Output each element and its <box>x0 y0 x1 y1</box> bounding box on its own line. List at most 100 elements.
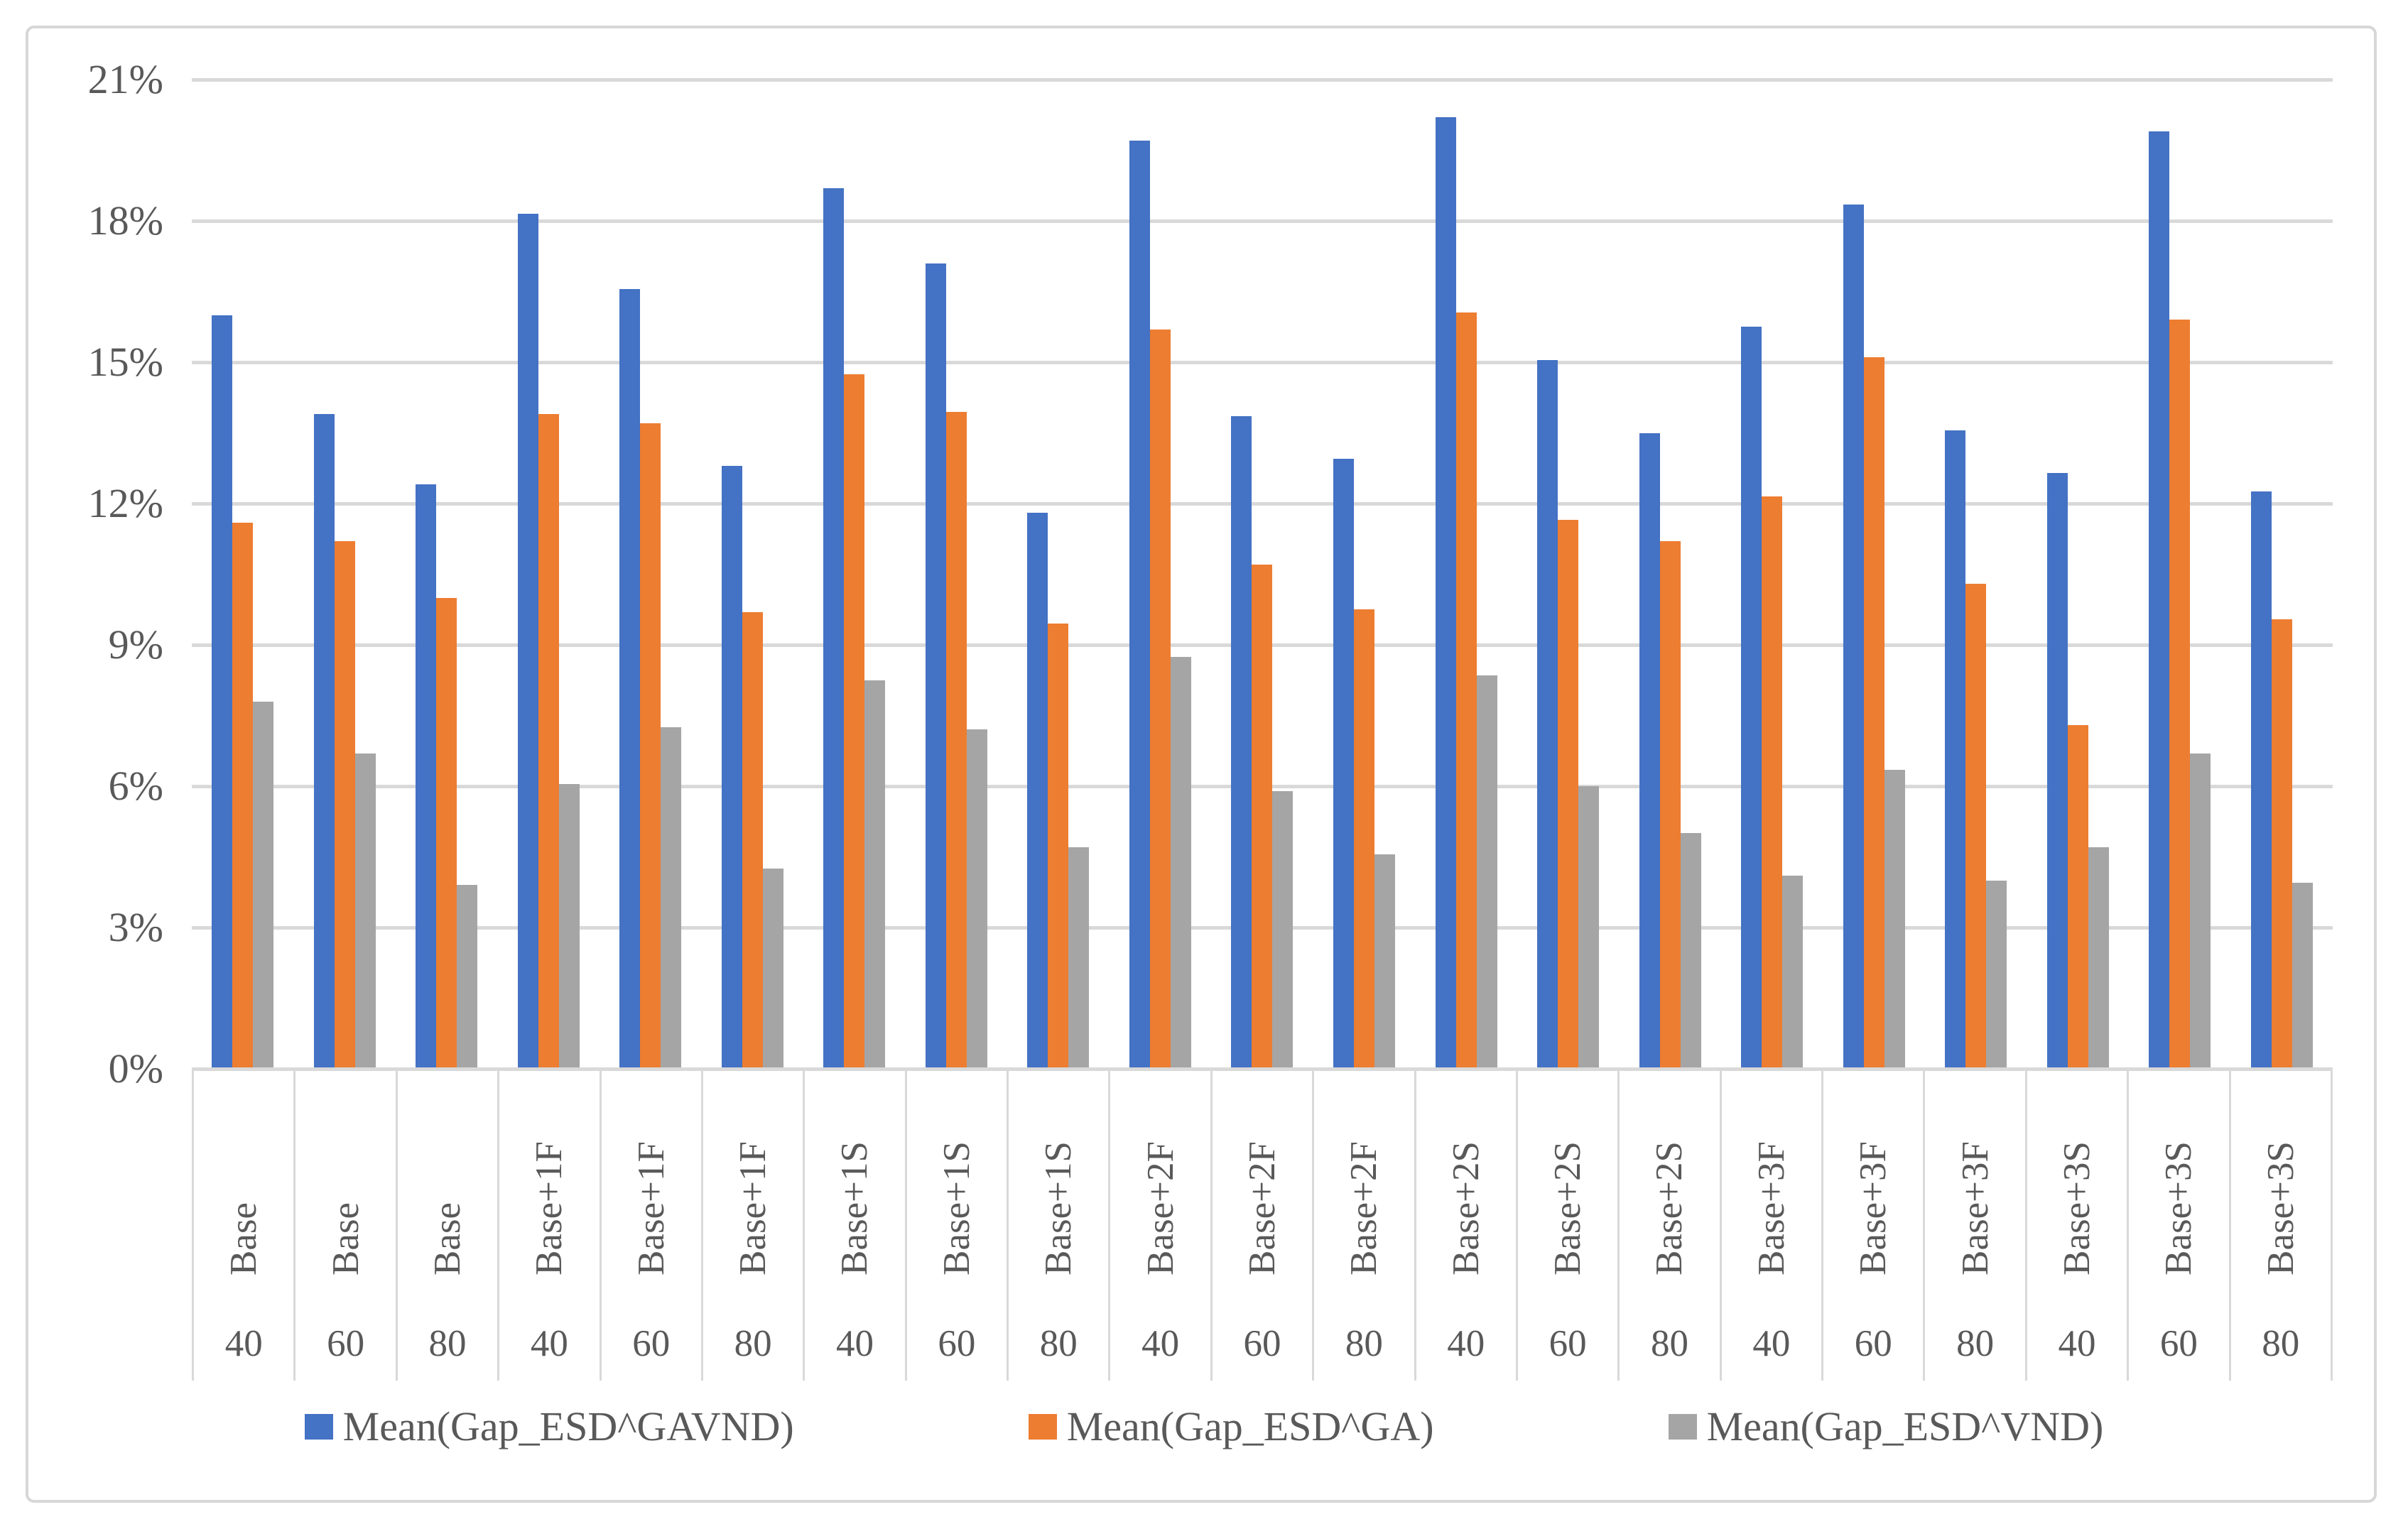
category-scenario-wrap: Base+3F <box>1852 1071 1894 1285</box>
category-size-label: 40 <box>530 1323 568 1364</box>
legend: Mean(Gap_ESD^GAVND) Mean(Gap_ESD^GA) Mean(… <box>0 1403 2408 1450</box>
bar-group-Base+1S-80 <box>1007 80 1110 1069</box>
category-scenario-wrap: Base+2F <box>1139 1071 1182 1285</box>
bar-series1-Base+2F-40 <box>1129 141 1150 1069</box>
bar-series1-Base+3F-40 <box>1741 327 1762 1069</box>
category-size-label: 60 <box>1549 1323 1587 1364</box>
category-scenario-label: Base+2S <box>1649 1141 1691 1275</box>
bar-series2-Base+1F-80 <box>742 611 763 1069</box>
category-cell-Base+2S-40: Base+2S 40 <box>1414 1071 1516 1381</box>
category-scenario-wrap: Base+3S <box>2056 1071 2098 1285</box>
category-size-label: 80 <box>1039 1323 1078 1364</box>
category-scenario-label: Base+2S <box>1445 1141 1487 1275</box>
bar-series1-Base+3S-60 <box>2149 131 2170 1069</box>
category-scenario-wrap: Base+3F <box>1954 1071 1997 1285</box>
category-scenario-label: Base <box>325 1202 367 1275</box>
bar-series2-Base+2S-40 <box>1455 312 1477 1069</box>
bar-series3-Base+2F-60 <box>1272 790 1294 1069</box>
category-scenario-wrap: Base+2S <box>1648 1071 1691 1285</box>
bar-series1-Base+1F-80 <box>721 465 742 1069</box>
category-size-label: 80 <box>2262 1323 2300 1364</box>
category-scenario-label: Base+2F <box>1241 1141 1283 1275</box>
legend-swatch <box>304 1413 333 1440</box>
category-scenario-wrap: Base+2S <box>1546 1071 1589 1285</box>
y-tick-label-21: 21% <box>87 56 163 102</box>
category-cell-Base-60: Base 60 <box>293 1071 395 1381</box>
bar-group-Base-80 <box>396 80 498 1069</box>
bar-series2-Base+3S-40 <box>2067 724 2088 1069</box>
category-scenario-label: Base+3S <box>2260 1141 2301 1275</box>
bar-group-Base+3F-60 <box>1823 80 1925 1069</box>
bar-series1-Base+1S-40 <box>823 187 845 1069</box>
bar-series2-Base+3S-80 <box>2271 619 2292 1069</box>
category-scenario-wrap: Base <box>222 1071 265 1285</box>
bar-series2-Base-80 <box>436 597 457 1069</box>
bar-series1-Base+3S-40 <box>2046 472 2068 1069</box>
category-size-label: 80 <box>1650 1323 1688 1364</box>
category-scenario-label: Base+1F <box>630 1141 672 1275</box>
bar-group-Base-40 <box>192 80 294 1069</box>
bar-group-Base+2F-60 <box>1211 80 1313 1069</box>
bar-series2-Base+1F-40 <box>538 413 559 1069</box>
bar-series2-Base-60 <box>334 541 355 1069</box>
y-tick-label-15: 15% <box>87 339 163 385</box>
legend-swatch <box>1668 1413 1697 1440</box>
chart-border <box>26 26 2377 1503</box>
legend-item-3: Mean(Gap_ESD^VND) <box>1668 1403 2103 1450</box>
category-cell-Base+2F-60: Base+2F 60 <box>1210 1071 1312 1381</box>
y-tick-label-3: 3% <box>108 904 163 950</box>
x-axis-line <box>192 1067 2333 1071</box>
y-tick-label-9: 9% <box>108 621 163 668</box>
bar-series3-Base+2F-80 <box>1374 854 1395 1069</box>
bar-series2-Base+2F-40 <box>1149 329 1171 1069</box>
category-cell-Base+1F-40: Base+1F 40 <box>497 1071 599 1381</box>
category-scenario-wrap: Base+1S <box>1037 1071 1080 1285</box>
category-scenario-label: Base <box>223 1202 265 1275</box>
bar-group-Base+2F-80 <box>1313 80 1416 1069</box>
bar-series1-Base+2S-60 <box>1537 359 1558 1069</box>
category-size-label: 40 <box>835 1323 874 1364</box>
category-cell-Base+1F-80: Base+1F 80 <box>700 1071 803 1381</box>
bar-group-Base+2S-80 <box>1619 80 1721 1069</box>
legend-label: Mean(Gap_ESD^GAVND) <box>342 1403 794 1449</box>
category-scenario-label: Base+3F <box>1750 1141 1792 1275</box>
category-cell-Base+1S-80: Base+1S 80 <box>1007 1071 1108 1381</box>
category-size-label: 80 <box>428 1323 467 1364</box>
bar-group-Base+3F-40 <box>1721 80 1823 1069</box>
gridline-21 <box>192 78 2333 82</box>
bar-group-Base+1F-80 <box>702 80 804 1069</box>
category-size-label: 60 <box>1854 1323 1892 1364</box>
bar-series3-Base-40 <box>253 701 274 1069</box>
category-cell-Base+3S-80: Base+3S 80 <box>2228 1071 2333 1381</box>
category-scenario-label: Base+2S <box>1547 1141 1589 1275</box>
category-cell-Base+3S-40: Base+3S 40 <box>2024 1071 2127 1381</box>
bar-group-Base+2F-40 <box>1110 80 1212 1069</box>
category-cell-Base+3S-60: Base+3S 60 <box>2127 1071 2228 1381</box>
category-scenario-label: Base+1F <box>528 1141 570 1275</box>
bar-series1-Base-60 <box>313 413 335 1069</box>
category-size-label: 60 <box>938 1323 976 1364</box>
category-scenario-label: Base <box>426 1202 468 1275</box>
category-size-label: 80 <box>734 1323 772 1364</box>
bar-group-Base+3F-80 <box>1925 80 2027 1069</box>
bar-series1-Base+1S-80 <box>1027 513 1048 1069</box>
bar-series2-Base-40 <box>232 522 254 1069</box>
category-scenario-wrap: Base+2F <box>1343 1071 1385 1285</box>
bar-series2-Base+1F-60 <box>640 423 661 1069</box>
category-scenario-label: Base+3F <box>1954 1141 1996 1275</box>
bar-series3-Base+2S-40 <box>1476 675 1497 1069</box>
category-size-label: 40 <box>224 1323 263 1364</box>
bar-series3-Base+2F-40 <box>1170 656 1191 1069</box>
bar-series2-Base+2S-60 <box>1558 520 1579 1069</box>
bar-series1-Base+2F-80 <box>1333 458 1354 1069</box>
bar-series2-Base+2F-80 <box>1354 609 1374 1069</box>
gridline-15 <box>192 361 2333 364</box>
category-scenario-label: Base+1S <box>1038 1141 1080 1275</box>
category-size-label: 60 <box>327 1323 365 1364</box>
category-axis: Base 40 Base 60 Base 80 Base+1F 40 Base+1F 60 Base… <box>192 1071 2333 1381</box>
bar-series1-Base+2S-40 <box>1435 117 1456 1069</box>
category-size-label: 40 <box>1447 1323 1485 1364</box>
category-scenario-label: Base+3S <box>2056 1141 2098 1275</box>
category-scenario-wrap: Base+2S <box>1445 1071 1487 1285</box>
